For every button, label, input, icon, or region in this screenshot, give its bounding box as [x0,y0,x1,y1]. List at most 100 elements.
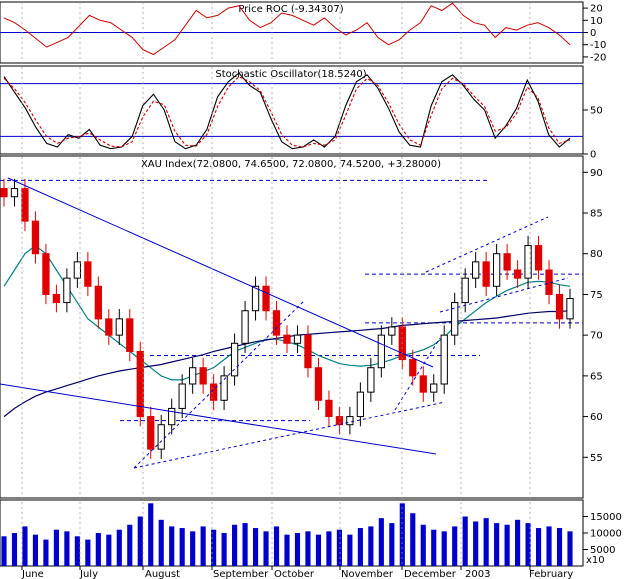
dashed-support-line [133,401,446,469]
candle-body [115,318,123,336]
x-tick-label: December [404,569,457,579]
candle-body [503,253,511,271]
y-tick-label: 0 [590,28,596,39]
price-frame [0,155,584,499]
volume-bar [294,533,301,566]
volume-bar [74,536,80,566]
volume-bar [158,519,164,566]
volume-bar [399,503,405,566]
y-tick-label: 10000 [590,529,622,540]
volume-bar [567,531,573,566]
stochastic-d-line [3,75,571,148]
y-tick-label: 10 [590,16,603,27]
volume-bar [32,534,39,566]
price-title: XAU Index(72.0800, 74.6500, 72.0800, 74.… [141,159,441,170]
y-tick-label: 75 [590,290,603,301]
y-tick-label: 70 [590,331,603,342]
candle-body [10,188,19,198]
candle-body [555,293,564,320]
candle-body [472,261,480,279]
volume-bar [85,539,91,566]
volume-bar [556,528,563,566]
y-tick-label: -10 [590,40,606,51]
candle-body [409,359,417,377]
candle-body [209,383,218,401]
volume-bar [483,518,489,566]
roc-line [3,2,571,56]
candle-body [534,245,543,271]
x-tick-label: November [341,569,394,579]
candle-body [105,318,113,336]
volume-bar [22,526,28,566]
candle-body [230,342,239,377]
volume-unit-label: x10 [586,555,605,566]
candle-body [388,326,396,336]
candle-body [335,416,344,426]
candle-body [262,285,270,312]
y-tick-label: 60 [590,412,603,423]
candle-body [482,261,490,287]
trend-lines [0,177,569,469]
candle-body [293,334,302,344]
candle-body [513,269,522,279]
volume-bar [43,539,49,566]
y-tick-label: 85 [590,209,603,220]
candle-body [220,375,228,401]
candle-body [367,367,375,393]
roc-title: Price ROC (-9.34307) [238,4,343,15]
y-tick-label: 55 [590,453,603,464]
month-gridlines [21,2,531,566]
candle-body [492,253,501,287]
volume-bar [410,513,416,566]
candle-body [52,293,61,304]
candle-body [377,334,385,369]
candle-body [566,298,574,320]
volume-bar [357,528,363,566]
candle-body [147,416,155,450]
stochastic-k-line [3,72,571,150]
channel-upper-line [425,216,549,273]
candle-body [283,334,291,344]
volume-bar [11,533,18,566]
candle-body [419,375,427,393]
candle-body [136,350,144,418]
y-tick-label: 5000 [590,545,615,556]
dashed-uptrend-line [133,299,306,469]
candle-body [21,188,29,222]
candle-body [168,407,176,426]
candle-body [356,391,365,418]
volume-bar [305,531,311,566]
stochastic-panel: Stochastic Oscillator(18.5240) 50 0 [0,65,603,161]
candle-body [42,253,50,295]
volume-bar [336,529,342,566]
volume-bar [473,521,479,566]
breakout-line [394,337,441,411]
candle-body [63,277,71,304]
x-tick-label: July [79,569,98,579]
y-tick-label: 90 [590,168,603,179]
volume-bar [106,534,112,566]
candle-body [346,416,354,426]
stochastic-title: Stochastic Oscillator(18.5240) [215,69,366,80]
x-tick-label: October [274,569,315,579]
volume-bar [515,519,521,566]
candle-body [314,367,323,401]
candle-body [451,302,459,336]
candle-body [189,367,197,385]
x-tick-label: June [21,569,44,579]
price-panel: XAU Index(72.0800, 74.6500, 72.0800, 74.… [0,155,603,499]
volume-bar [127,524,133,566]
volume-bar [494,523,500,566]
candle-body [461,277,469,304]
downtrend-line [7,177,434,368]
volume-bar [263,531,269,566]
volume-bar [389,523,395,566]
volume-bar [64,531,70,566]
candle-body [31,220,40,255]
volume-bar [441,531,447,566]
volume-bar [252,528,259,566]
candle-body [94,285,102,320]
